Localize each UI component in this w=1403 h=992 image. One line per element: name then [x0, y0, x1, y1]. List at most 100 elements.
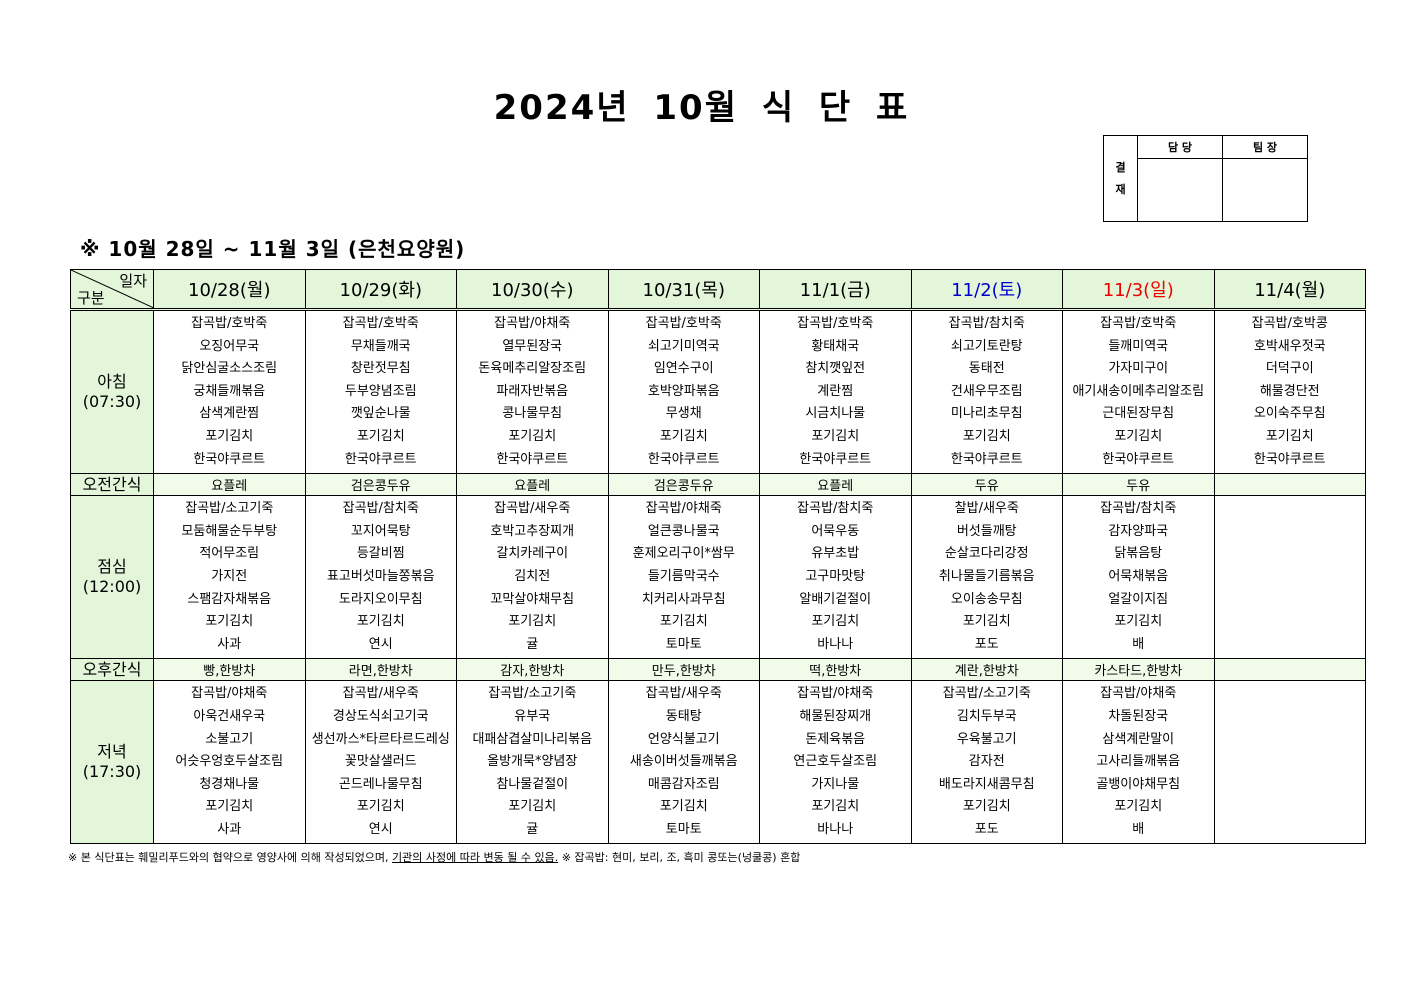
menu-item: 포기김치	[508, 799, 557, 815]
week-subtitle: ※ 10월 28일 ~ 11월 3일 (은천요양원)	[80, 237, 466, 261]
menu-item: 무생채	[665, 406, 702, 422]
menu-item: 호박양파볶음	[647, 383, 720, 399]
meal-cell: 잡곡밥/호박죽 황태채국 참치깻잎전 계란찜 시금치나물 포기김치 한국야쿠르트	[759, 308, 912, 475]
menu-item: 포기김치	[811, 614, 860, 630]
meal-cell: 잡곡밥/야채죽 차돌된장국 삼색계란말이 고사리들깨볶음 골뱅이야채무침 포기김치 배	[1062, 680, 1215, 845]
menu-item: 포기김치	[659, 799, 708, 815]
snack-cell: 검은콩두유	[607, 473, 760, 497]
menu-item: 차돌된장국	[1108, 708, 1169, 724]
meal-cell: 잡곡밥/호박죽 오징어무국 닭안심굴소스조림 궁채들깨볶음 삼색계란찜 포기김치 한국야쿠르…	[153, 308, 306, 475]
menu-item: 잡곡밥/호박콩	[1251, 316, 1328, 331]
menu-item: 잡곡밥/야채죽	[191, 686, 268, 702]
menu-item: 열무된장국	[502, 338, 563, 354]
menu-item: 취나물들기름볶음	[938, 568, 1035, 584]
menu-item: 가지전	[211, 568, 248, 584]
menu-item: 가지나물	[811, 776, 860, 792]
menu-item: 잡곡밥/참치죽	[797, 501, 874, 517]
menu-item: 쇠고기미역국	[647, 338, 720, 354]
menu-item: 삼색계란말이	[1102, 731, 1175, 747]
menu-item: 잡곡밥/참치죽	[1100, 501, 1177, 517]
day-header: 10/28(월)	[153, 269, 306, 311]
menu-item: 순살코다리강정	[944, 546, 1029, 562]
approval-side-label-2: 재	[1115, 182, 1126, 196]
menu-item: 잡곡밥/야채죽	[1100, 686, 1177, 702]
meal-cell: 잡곡밥/소고기죽 김치두부국 우육불고기 감자전 배도라지새콤무침 포기김치 포도	[910, 680, 1063, 845]
menu-item: 포기김치	[659, 614, 708, 630]
row-label-time: (07:30)	[82, 392, 142, 412]
menu-item: 잡곡밥/소고기죽	[185, 501, 274, 517]
snack-cell: 요플레	[456, 473, 609, 497]
menu-item: 가자미구이	[1108, 361, 1169, 377]
approval-col-staff: 담 당	[1137, 135, 1223, 159]
menu-item: 잡곡밥/야채죽	[494, 316, 571, 331]
row-label-name: 아침	[97, 372, 127, 392]
menu-item: 포기김치	[1265, 428, 1314, 444]
menu-item: 어묵우동	[811, 523, 860, 539]
menu-item: 호박새우젓국	[1253, 338, 1326, 354]
menu-item: 포기김치	[508, 428, 557, 444]
menu-item: 한국야쿠르트	[647, 451, 720, 467]
menu-item: 포기김치	[962, 614, 1011, 630]
menu-item: 배	[1132, 636, 1145, 652]
menu-item: 꼬막살야채무침	[490, 591, 575, 607]
meal-cell: 잡곡밥/참치죽 감자양파국 닭볶음탕 어묵채볶음 얼갈이지짐 포기김치 배	[1062, 495, 1215, 660]
menu-item: 잡곡밥/소고기죽	[488, 686, 577, 702]
approval-sign-manager[interactable]	[1222, 158, 1308, 222]
menu-item: 오이숙주무침	[1253, 406, 1326, 422]
menu-item: 귤	[526, 821, 539, 837]
approval-sign-staff[interactable]	[1137, 158, 1223, 222]
approval-side-label-1: 결	[1115, 160, 1126, 174]
menu-item: 갈치카레구이	[496, 546, 569, 562]
menu-item: 한국야쿠르트	[193, 451, 266, 467]
menu-item: 포기김치	[205, 614, 254, 630]
approval-col-manager: 팀 장	[1222, 135, 1308, 159]
menu-item: 감자양파국	[1108, 523, 1169, 539]
menu-item: 근대된장무침	[1102, 406, 1175, 422]
meal-cell: 잡곡밥/야채죽 아욱건새우국 소불고기 어슷우엉호두살조림 청경채나물 포기김치 사과	[153, 680, 306, 845]
menu-item: 포기김치	[356, 428, 405, 444]
menu-item: 계란찜	[817, 383, 854, 399]
menu-item: 버섯들깨탕	[956, 523, 1017, 539]
meal-cell: 잡곡밥/소고기죽 유부국 대패삼겹살미나리볶음 올방개묵*양념장 참나물겉절이 포기김치 귤	[456, 680, 609, 845]
menu-item: 연근호두살조림	[793, 754, 878, 770]
snack-cell: 요플레	[153, 473, 306, 497]
menu-item: 더덕구이	[1265, 361, 1314, 377]
menu-item: 애기새송이메추리알조림	[1072, 383, 1205, 399]
meal-row: 점심 (12:00) 잡곡밥/소고기죽 모둠해물순두부탕 적어무조림 가지전 스팸감자채볶음…	[70, 495, 1366, 660]
menu-item: 무채들깨국	[350, 338, 411, 354]
menu-item: 임연수구이	[653, 361, 714, 377]
menu-item: 매콤감자조림	[647, 776, 720, 792]
row-label: 점심 (12:00)	[70, 495, 154, 660]
menu-item: 골뱅이야채무침	[1096, 776, 1181, 792]
menu-item: 잡곡밥/야채죽	[645, 501, 722, 517]
corner-cell: 일자 구분	[70, 269, 154, 311]
menu-item: 잡곡밥/소고기죽	[942, 686, 1031, 702]
menu-item: 잡곡밥/호박죽	[797, 316, 874, 331]
menu-item: 치커리사과무침	[641, 591, 726, 607]
row-label-name: 점심	[97, 557, 127, 577]
menu-item: 궁채들깨볶음	[193, 383, 266, 399]
menu-item: 꼬지어묵탕	[350, 523, 411, 539]
menu-item: 경상도식쇠고기국	[332, 708, 429, 724]
meal-cell: 잡곡밥/새우죽 호박고추장찌개 갈치카레구이 김치전 꼬막살야채무침 포기김치 귤	[456, 495, 609, 660]
meal-cell: 잡곡밥/호박죽 무채들깨국 창란젓무침 두부양념조림 깻잎순나물 포기김치 한국야쿠르트	[304, 308, 457, 475]
snack-cell: 만두,한방차	[607, 658, 760, 682]
menu-item: 포기김치	[356, 799, 405, 815]
snack-cell: 두유	[910, 473, 1063, 497]
menu-item: 유부초밥	[811, 546, 860, 562]
menu-item: 스팸감자채볶음	[187, 591, 272, 607]
menu-item: 바나나	[817, 821, 854, 837]
menu-item: 건새우무조림	[950, 383, 1023, 399]
menu-item: 포기김치	[508, 614, 557, 630]
menu-item: 잡곡밥/호박죽	[191, 316, 268, 331]
menu-item: 배	[1132, 821, 1145, 837]
menu-item: 토마토	[665, 636, 702, 652]
menu-item: 포기김치	[962, 799, 1011, 815]
meal-cell: 잡곡밥/새우죽 경상도식쇠고기국 생선까스*타르타르드레싱 꽃맛살샐러드 곤드레나물무침…	[304, 680, 457, 845]
snack-cell: 계란,한방차	[910, 658, 1063, 682]
menu-item: 포기김치	[1114, 614, 1163, 630]
menu-item: 토마토	[665, 821, 702, 837]
menu-item: 돈제육볶음	[805, 731, 866, 747]
menu-item: 콩나물무침	[502, 406, 563, 422]
diagonal-line	[71, 270, 154, 308]
